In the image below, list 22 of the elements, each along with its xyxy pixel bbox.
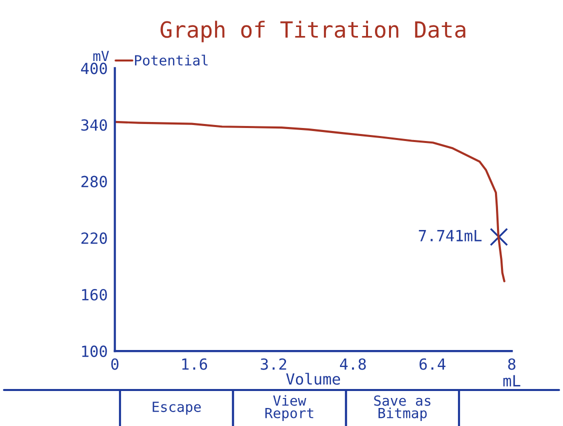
text: View Report	[265, 395, 314, 421]
x-tick-label: 0	[111, 358, 118, 370]
y-tick-label: 400	[81, 62, 107, 74]
y-tick-label: 340	[81, 119, 107, 131]
text: mL	[503, 375, 520, 386]
x-axis-title: Volume	[286, 372, 340, 385]
text: Save as Bitmap	[374, 395, 430, 421]
annotation: 7.741mL	[418, 230, 482, 242]
y-axis-title: mV	[93, 50, 109, 62]
x-tick-label: 4.8	[340, 358, 366, 370]
x-tick-label: 8	[508, 358, 516, 370]
x-tick-label: 3.2	[260, 358, 286, 370]
y-tick-label: 100	[82, 346, 107, 358]
y-tick-label: 160	[82, 288, 107, 301]
line-series	[114, 120, 506, 282]
x-tick-label: 1.6	[182, 358, 208, 370]
chart-title: Graph of Titration Data	[160, 20, 466, 42]
x-tick-label: 6.4	[420, 358, 446, 370]
y-tick-label: 220	[81, 232, 107, 244]
y-tick-label: 280	[81, 176, 107, 188]
text: Potential	[135, 54, 208, 66]
text: Escape	[152, 402, 201, 415]
